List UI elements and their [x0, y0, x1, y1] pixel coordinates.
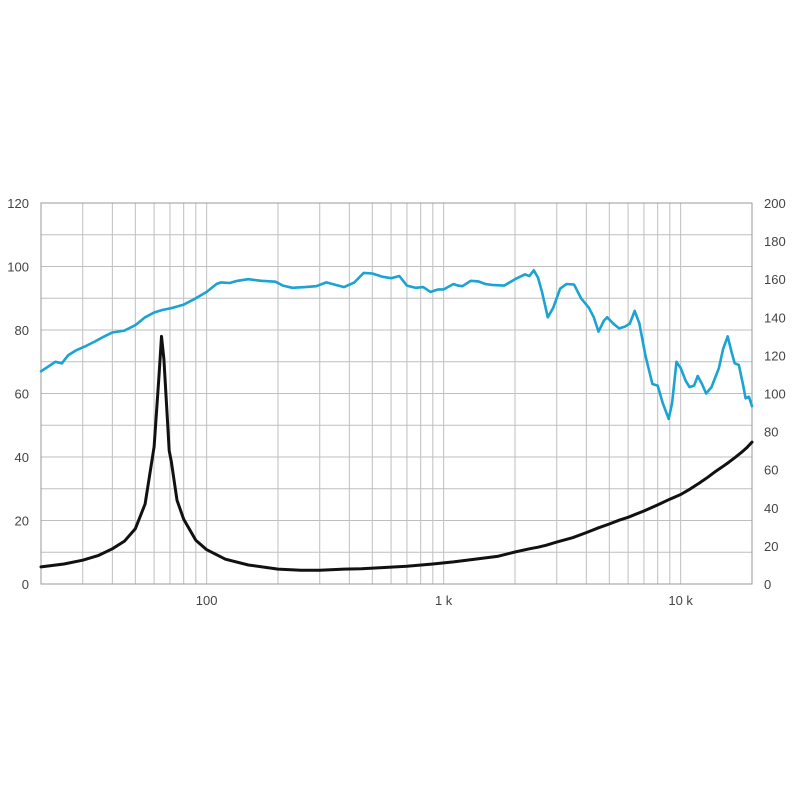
plot-frame	[40, 202, 753, 585]
series-group	[39, 269, 754, 572]
y-right-tick-label: 80	[764, 425, 778, 440]
y-right-tick-label: 40	[764, 501, 778, 516]
y-left-tick-label: 40	[15, 450, 29, 465]
x-tick-label: 1 k	[435, 593, 453, 608]
y-right-tick-label: 20	[764, 539, 778, 554]
tick-labels: 0 20 40 60 80 100 120 0 20 40 60 80 100 120 140 160 180 2…	[7, 196, 785, 608]
y-left-tick-label: 20	[15, 514, 29, 529]
y-left-tick-label: 80	[15, 323, 29, 338]
y-right-tick-label: 120	[764, 348, 786, 363]
spl-line	[39, 269, 754, 421]
y-right-tick-label: 180	[764, 234, 786, 249]
y-left-tick-label: 120	[7, 196, 29, 211]
y-right-tick-label: 60	[764, 463, 778, 478]
y-right-tick-label: 0	[764, 577, 771, 592]
y-right-tick-label: 200	[764, 196, 786, 211]
y-left-tick-label: 0	[22, 577, 29, 592]
impedance-line	[39, 334, 754, 572]
y-left-tick-label: 60	[15, 387, 29, 402]
y-left-tick-label: 100	[7, 260, 29, 275]
y-right-tick-label: 100	[764, 387, 786, 402]
y-right-tick-label: 160	[764, 272, 786, 287]
x-tick-label: 10 k	[668, 593, 693, 608]
x-tick-label: 100	[196, 593, 218, 608]
y-right-tick-label: 140	[764, 310, 786, 325]
